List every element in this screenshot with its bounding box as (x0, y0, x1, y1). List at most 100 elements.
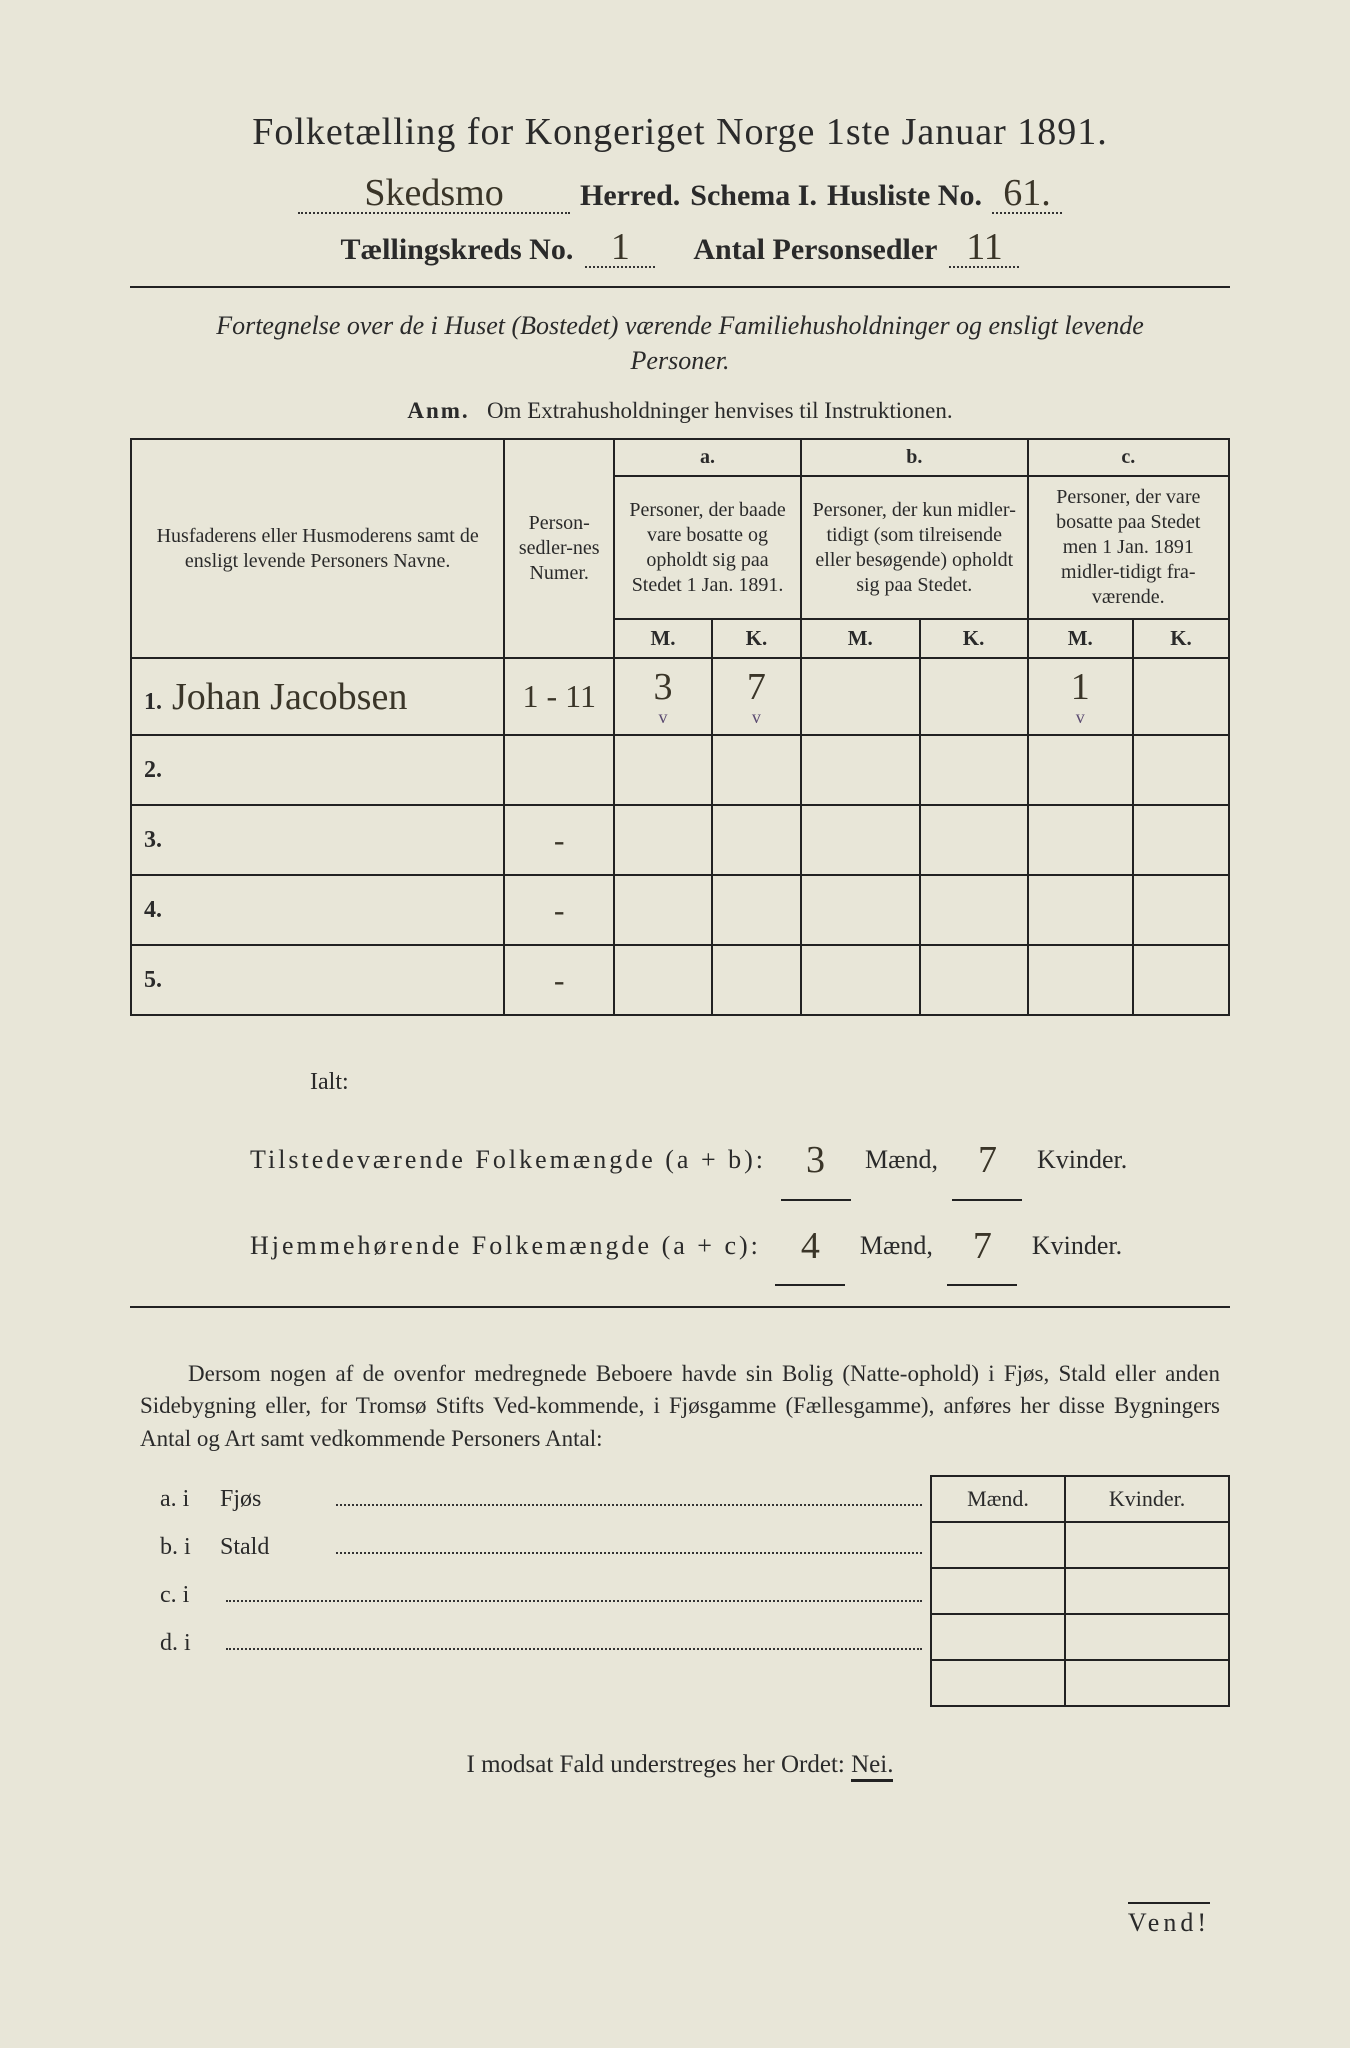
row-cell (1133, 945, 1229, 1015)
col-a-label: a. (614, 439, 801, 476)
ialt-line2-label: Hjemmehørende Folkemængde (a + c): (250, 1231, 761, 1260)
side-d: d. i (160, 1619, 220, 1667)
row-cell (614, 945, 712, 1015)
row-cell (712, 875, 801, 945)
schema-label: Schema I. (690, 179, 817, 213)
col-c-text: Personer, der vare bosatte paa Stedet me… (1028, 476, 1229, 619)
row-cell (1028, 735, 1133, 805)
row-numer: - (504, 875, 614, 945)
mk-cell (1065, 1522, 1229, 1568)
anm-line: Anm. Om Extrahusholdninger henvises til … (130, 398, 1230, 424)
vend-label: Vend! (1128, 1902, 1210, 1938)
header-line-2: Skedsmo Herred. Schema I. Husliste No. 6… (130, 174, 1230, 214)
ialt-line-2: Hjemmehørende Folkemængde (a + c): 4 Mæn… (250, 1201, 1230, 1287)
maend-label: Mænd, (865, 1145, 938, 1174)
row-cell (920, 805, 1028, 875)
row-cell (1133, 658, 1229, 735)
antal-label: Antal Personsedler (693, 233, 937, 267)
mk-table: Mænd. Kvinder. (930, 1475, 1230, 1707)
row-cell (1028, 875, 1133, 945)
row-numer (504, 735, 614, 805)
mk-cell (1065, 1568, 1229, 1614)
ialt-line-1: Tilstedeværende Folkemængde (a + b): 3 M… (250, 1115, 1230, 1201)
kvinder-label-2: Kvinder. (1032, 1231, 1122, 1260)
col-a-k: K. (712, 619, 801, 658)
row-cell (1028, 945, 1133, 1015)
dots (336, 1528, 922, 1554)
mk-cell (1065, 1614, 1229, 1660)
dots (226, 1576, 922, 1602)
row-numer: - (504, 805, 614, 875)
row-cell: 1v (1028, 658, 1133, 735)
side-c: c. i (160, 1571, 220, 1619)
row-cell (1028, 805, 1133, 875)
row-cell (920, 658, 1028, 735)
mk-cell (931, 1522, 1065, 1568)
row-cell (801, 875, 920, 945)
header-line-3: Tællingskreds No. 1 Antal Personsedler 1… (130, 228, 1230, 268)
row-cell (712, 945, 801, 1015)
col-c-m: M. (1028, 619, 1133, 658)
side-a: a. i (160, 1475, 220, 1523)
side-right: Mænd. Kvinder. (930, 1475, 1230, 1707)
row-cell (1133, 735, 1229, 805)
mk-cell (931, 1660, 1065, 1706)
col-numer: Person-sedler-nes Numer. (504, 439, 614, 658)
row-cell: 7v (712, 658, 801, 735)
row-cell (1133, 805, 1229, 875)
ialt-block: Ialt: Tilstedeværende Folkemængde (a + b… (250, 1056, 1230, 1286)
table-row: 5.- (131, 945, 1229, 1015)
side-fjos: Fjøs (220, 1475, 330, 1523)
census-form-page: Folketælling for Kongeriget Norge 1ste J… (0, 0, 1350, 2048)
kreds-value: 1 (585, 228, 655, 268)
row-cell (801, 805, 920, 875)
col-b-label: b. (801, 439, 1028, 476)
col-a-text: Personer, der baade vare bosatte og opho… (614, 476, 801, 619)
ialt-line1-label: Tilstedeværende Folkemængde (a + b): (250, 1145, 766, 1174)
nei-word: Nei. (851, 1751, 893, 1782)
row-cell: 3v (614, 658, 712, 735)
ialt-label: Ialt: (310, 1056, 1230, 1109)
row-cell (801, 735, 920, 805)
row-numer: - (504, 945, 614, 1015)
row-cell (801, 658, 920, 735)
col-c-k: K. (1133, 619, 1229, 658)
mk-kvinder: Kvinder. (1065, 1476, 1229, 1522)
mk-cell (931, 1614, 1065, 1660)
row-cell (920, 735, 1028, 805)
husliste-value: 61. (992, 174, 1062, 214)
ialt-line2-m: 4 (775, 1201, 845, 1287)
ialt-line1-m: 3 (781, 1115, 851, 1201)
row-name: 4. (131, 875, 504, 945)
page-title: Folketælling for Kongeriget Norge 1ste J… (130, 110, 1230, 154)
dersom-text: Dersom nogen af de ovenfor medregnede Be… (140, 1358, 1220, 1455)
side-buildings-block: a. iFjøs b. iStald c. i d. i Mænd. Kvind… (130, 1475, 1230, 1707)
divider-2 (130, 1306, 1230, 1308)
row-cell (1133, 875, 1229, 945)
row-name: 5. (131, 945, 504, 1015)
table-row: 4.- (131, 875, 1229, 945)
table-row: 1.Johan Jacobsen1 - 113v7v1v (131, 658, 1229, 735)
fortegnelse-text: Fortegnelse over de i Huset (Bostedet) v… (170, 308, 1190, 378)
husliste-label: Husliste No. (827, 179, 982, 213)
col-a-m: M. (614, 619, 712, 658)
row-cell (920, 945, 1028, 1015)
row-cell (614, 875, 712, 945)
main-table: Husfaderens eller Husmoderens samt de en… (130, 438, 1230, 1016)
anm-label: Anm. (407, 398, 469, 423)
anm-text: Om Extrahusholdninger henvises til Instr… (487, 398, 953, 423)
col-name: Husfaderens eller Husmoderens samt de en… (131, 439, 504, 658)
dots (226, 1624, 922, 1650)
side-stald: Stald (220, 1523, 330, 1571)
row-name: 3. (131, 805, 504, 875)
row-cell (712, 735, 801, 805)
row-cell (614, 735, 712, 805)
row-cell (801, 945, 920, 1015)
table-row: 2. (131, 735, 1229, 805)
antal-value: 11 (949, 228, 1019, 268)
row-cell (712, 805, 801, 875)
col-b-m: M. (801, 619, 920, 658)
col-b-text: Personer, der kun midler-tidigt (som til… (801, 476, 1028, 619)
col-b-k: K. (920, 619, 1028, 658)
col-c-label: c. (1028, 439, 1229, 476)
